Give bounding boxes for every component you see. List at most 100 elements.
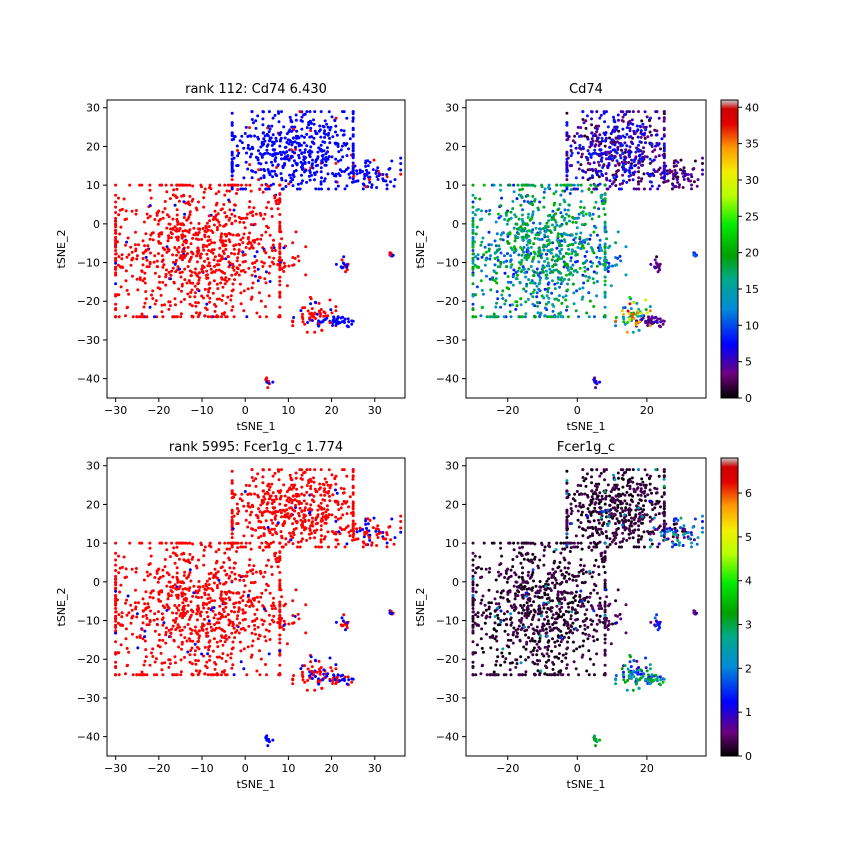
scatter-point xyxy=(590,190,594,194)
scatter-point xyxy=(374,527,378,531)
scatter-point xyxy=(259,213,263,217)
scatter-point xyxy=(174,628,178,632)
scatter-point xyxy=(161,574,165,578)
x-axis-label: tSNE_1 xyxy=(567,420,606,433)
scatter-point xyxy=(220,312,224,316)
scatter-point xyxy=(263,607,266,611)
scatter-point xyxy=(347,147,350,151)
scatter-point xyxy=(188,183,192,187)
scatter-point xyxy=(242,504,246,508)
scatter-point xyxy=(582,281,586,285)
scatter-point xyxy=(273,527,276,531)
scatter-point xyxy=(544,230,548,234)
scatter-point xyxy=(178,227,182,230)
scatter-point xyxy=(564,294,568,298)
scatter-point xyxy=(524,312,528,316)
scatter-point xyxy=(542,245,545,249)
scatter-point xyxy=(597,144,601,147)
scatter-point xyxy=(284,543,288,546)
scatter-point xyxy=(140,670,144,674)
scatter-point xyxy=(315,170,319,174)
scatter-point xyxy=(319,524,323,528)
scatter-point xyxy=(390,159,394,163)
scatter-point xyxy=(189,579,193,583)
scatter-point xyxy=(222,252,226,255)
scatter-point xyxy=(583,269,587,273)
scatter-point xyxy=(323,477,327,481)
scatter-point xyxy=(264,378,268,382)
scatter-point xyxy=(301,312,304,316)
scatter-point xyxy=(114,569,118,572)
scatter-point xyxy=(520,187,524,191)
scatter-point xyxy=(571,263,575,267)
scatter-point xyxy=(288,173,292,177)
scatter-point xyxy=(299,667,303,671)
scatter-point xyxy=(384,537,388,541)
scatter-point xyxy=(261,489,265,493)
scatter-point xyxy=(258,152,262,156)
scatter-point xyxy=(594,170,598,174)
scatter-point xyxy=(241,250,245,254)
scatter-point xyxy=(603,283,607,287)
scatter-point xyxy=(131,614,135,618)
scatter-point xyxy=(208,219,212,223)
scatter-point xyxy=(175,606,179,610)
scatter-point xyxy=(535,284,539,288)
scatter-point xyxy=(224,580,228,584)
scatter-point xyxy=(274,136,278,140)
scatter-point xyxy=(270,607,274,611)
scatter-point xyxy=(627,312,631,316)
scatter-point xyxy=(187,230,191,234)
scatter-point xyxy=(363,173,367,177)
scatter-point xyxy=(517,232,521,236)
scatter-point xyxy=(511,207,515,211)
scatter-point xyxy=(308,511,311,515)
scatter-point xyxy=(563,208,567,212)
scatter-point xyxy=(239,596,243,600)
scatter-point xyxy=(603,224,607,227)
scatter-point xyxy=(177,557,181,561)
scatter-point xyxy=(300,315,304,319)
scatter-point xyxy=(555,259,559,263)
scatter-point xyxy=(180,628,184,632)
scatter-point xyxy=(146,602,150,606)
scatter-point xyxy=(219,639,223,643)
scatter-point xyxy=(204,588,208,592)
scatter-point xyxy=(351,134,355,138)
scatter-point xyxy=(317,487,321,491)
scatter-point xyxy=(146,244,150,248)
scatter-point xyxy=(278,264,282,268)
scatter-point xyxy=(249,211,253,215)
scatter-point xyxy=(212,279,216,283)
scatter-point xyxy=(244,545,247,549)
scatter-point xyxy=(545,264,549,268)
scatter-point xyxy=(604,172,608,176)
scatter-point xyxy=(523,315,527,319)
scatter-point xyxy=(204,602,208,606)
scatter-point xyxy=(277,560,280,564)
scatter-point xyxy=(117,255,121,259)
scatter-point xyxy=(193,291,197,295)
scatter-point xyxy=(612,176,616,180)
scatter-point xyxy=(520,217,524,221)
scatter-point xyxy=(316,508,320,512)
scatter-point xyxy=(501,297,505,300)
scatter-point xyxy=(660,137,664,141)
scatter-point xyxy=(662,146,666,150)
scatter-point xyxy=(157,633,161,637)
scatter-point xyxy=(262,532,266,536)
scatter-point xyxy=(261,117,265,121)
scatter-point xyxy=(297,617,301,621)
scatter-point xyxy=(189,600,193,604)
scatter-point xyxy=(230,138,234,142)
scatter-point xyxy=(176,595,180,599)
scatter-point xyxy=(595,233,599,237)
scatter-point xyxy=(290,143,294,147)
scatter-point xyxy=(163,207,167,211)
scatter-point xyxy=(536,311,540,315)
scatter-point xyxy=(227,589,231,593)
scatter-point xyxy=(328,141,332,145)
scatter-point xyxy=(307,519,311,522)
scatter-point xyxy=(362,177,366,181)
scatter-point xyxy=(229,652,233,656)
